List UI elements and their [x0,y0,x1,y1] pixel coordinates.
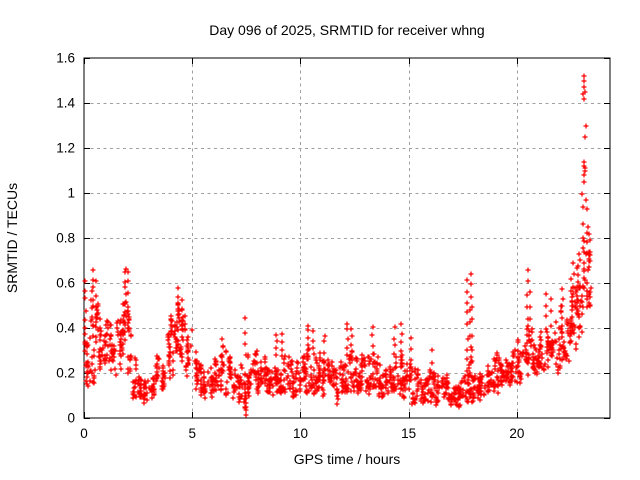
y-tick-label: 0.4 [56,321,75,336]
y-tick-label: 1.2 [56,141,75,156]
y-tick-label: 0.8 [56,231,75,246]
y-tick-label: 0.2 [56,366,75,381]
x-tick-label: 5 [188,426,196,441]
y-tick-label: 0.6 [56,276,75,291]
x-tick-label: 15 [401,426,416,441]
y-tick-label: 1 [67,186,75,201]
y-axis-label: SRMTID / TECUs [4,183,20,293]
y-tick-label: 1.6 [56,51,75,66]
y-tick-labels: 0 0.2 0.4 0.6 0.8 1 1.2 1.4 1.6 [56,51,75,426]
x-axis-label: GPS time / hours [294,451,401,467]
x-tick-labels: 0 5 10 15 20 [80,426,524,441]
x-tick-label: 0 [80,426,88,441]
chart-title: Day 096 of 2025, SRMTID for receiver whn… [209,22,484,38]
scatter-points [82,73,594,418]
gridlines [84,58,610,418]
y-tick-label: 0 [67,411,75,426]
x-tick-label: 20 [509,426,524,441]
x-tick-label: 10 [293,426,308,441]
y-tick-label: 1.4 [56,96,75,111]
